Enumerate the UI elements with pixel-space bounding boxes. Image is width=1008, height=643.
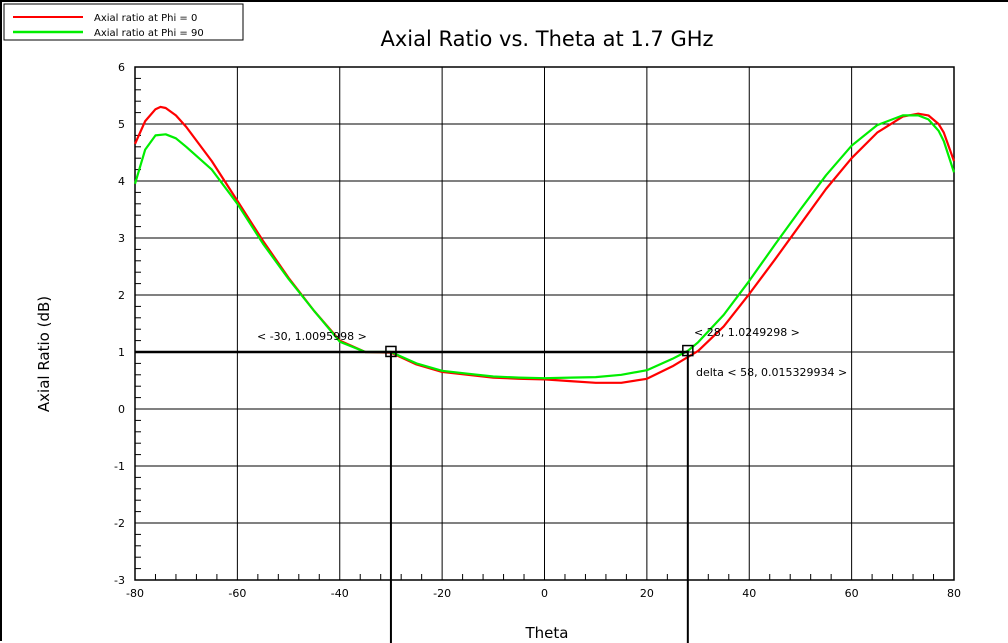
x-tick-label: 20 bbox=[640, 587, 654, 600]
marker-label-left: < -30, 1.0095998 > bbox=[257, 330, 367, 343]
legend-box bbox=[3, 3, 244, 41]
series-line-phi-0 bbox=[133, 105, 956, 384]
y-axis-label: Axial Ratio (dB) bbox=[35, 296, 53, 412]
x-tick-label: -40 bbox=[331, 587, 349, 600]
marker-point-right bbox=[682, 344, 694, 357]
chart-title: Axial Ratio vs. Theta at 1.7 GHz bbox=[380, 27, 713, 51]
marker-label-right: < 28, 1.0249298 > bbox=[694, 326, 800, 339]
y-tick-label: -1 bbox=[114, 460, 125, 473]
legend: Axial ratio at Phi = 0 Axial ratio at Ph… bbox=[3, 3, 244, 41]
y-tick-label: -2 bbox=[114, 517, 125, 530]
legend-label-phi-90: Axial ratio at Phi = 90 bbox=[94, 28, 204, 39]
x-axis-label: Theta bbox=[525, 624, 569, 642]
y-tick-label: 0 bbox=[118, 403, 125, 416]
x-tick-label: 40 bbox=[742, 587, 756, 600]
y-tick-label: 3 bbox=[118, 232, 125, 245]
x-tick-label: 80 bbox=[947, 587, 961, 600]
markers bbox=[135, 344, 694, 643]
x-tick-label: -60 bbox=[228, 587, 246, 600]
legend-label-phi-0: Axial ratio at Phi = 0 bbox=[94, 13, 197, 24]
series-lines bbox=[133, 105, 956, 384]
y-tick-label: 1 bbox=[118, 346, 125, 359]
series-line-phi-90 bbox=[133, 114, 956, 380]
y-tick-label: 2 bbox=[118, 289, 125, 302]
x-tick-label: -80 bbox=[126, 587, 144, 600]
y-tick-label: 6 bbox=[118, 61, 125, 74]
marker-point-left bbox=[385, 345, 397, 358]
grid bbox=[134, 66, 955, 581]
marker-annotations: < -30, 1.0095998 > < 28, 1.0249298 > del… bbox=[257, 326, 847, 379]
y-tick-label: -3 bbox=[114, 574, 125, 587]
delta-label: delta < 58, 0.015329934 > bbox=[696, 366, 847, 379]
plot-area bbox=[134, 66, 955, 581]
x-tick-label: -20 bbox=[433, 587, 451, 600]
y-tick-label: 4 bbox=[118, 175, 125, 188]
axis-ticks: -80 -60 -40 -20 0 20 40 60 80 -3 -2 -1 0 1 2 3 4 5 6 bbox=[114, 61, 961, 600]
y-tick-label: 5 bbox=[118, 118, 125, 131]
x-tick-label: 60 bbox=[845, 587, 859, 600]
x-tick-label: 0 bbox=[541, 587, 548, 600]
